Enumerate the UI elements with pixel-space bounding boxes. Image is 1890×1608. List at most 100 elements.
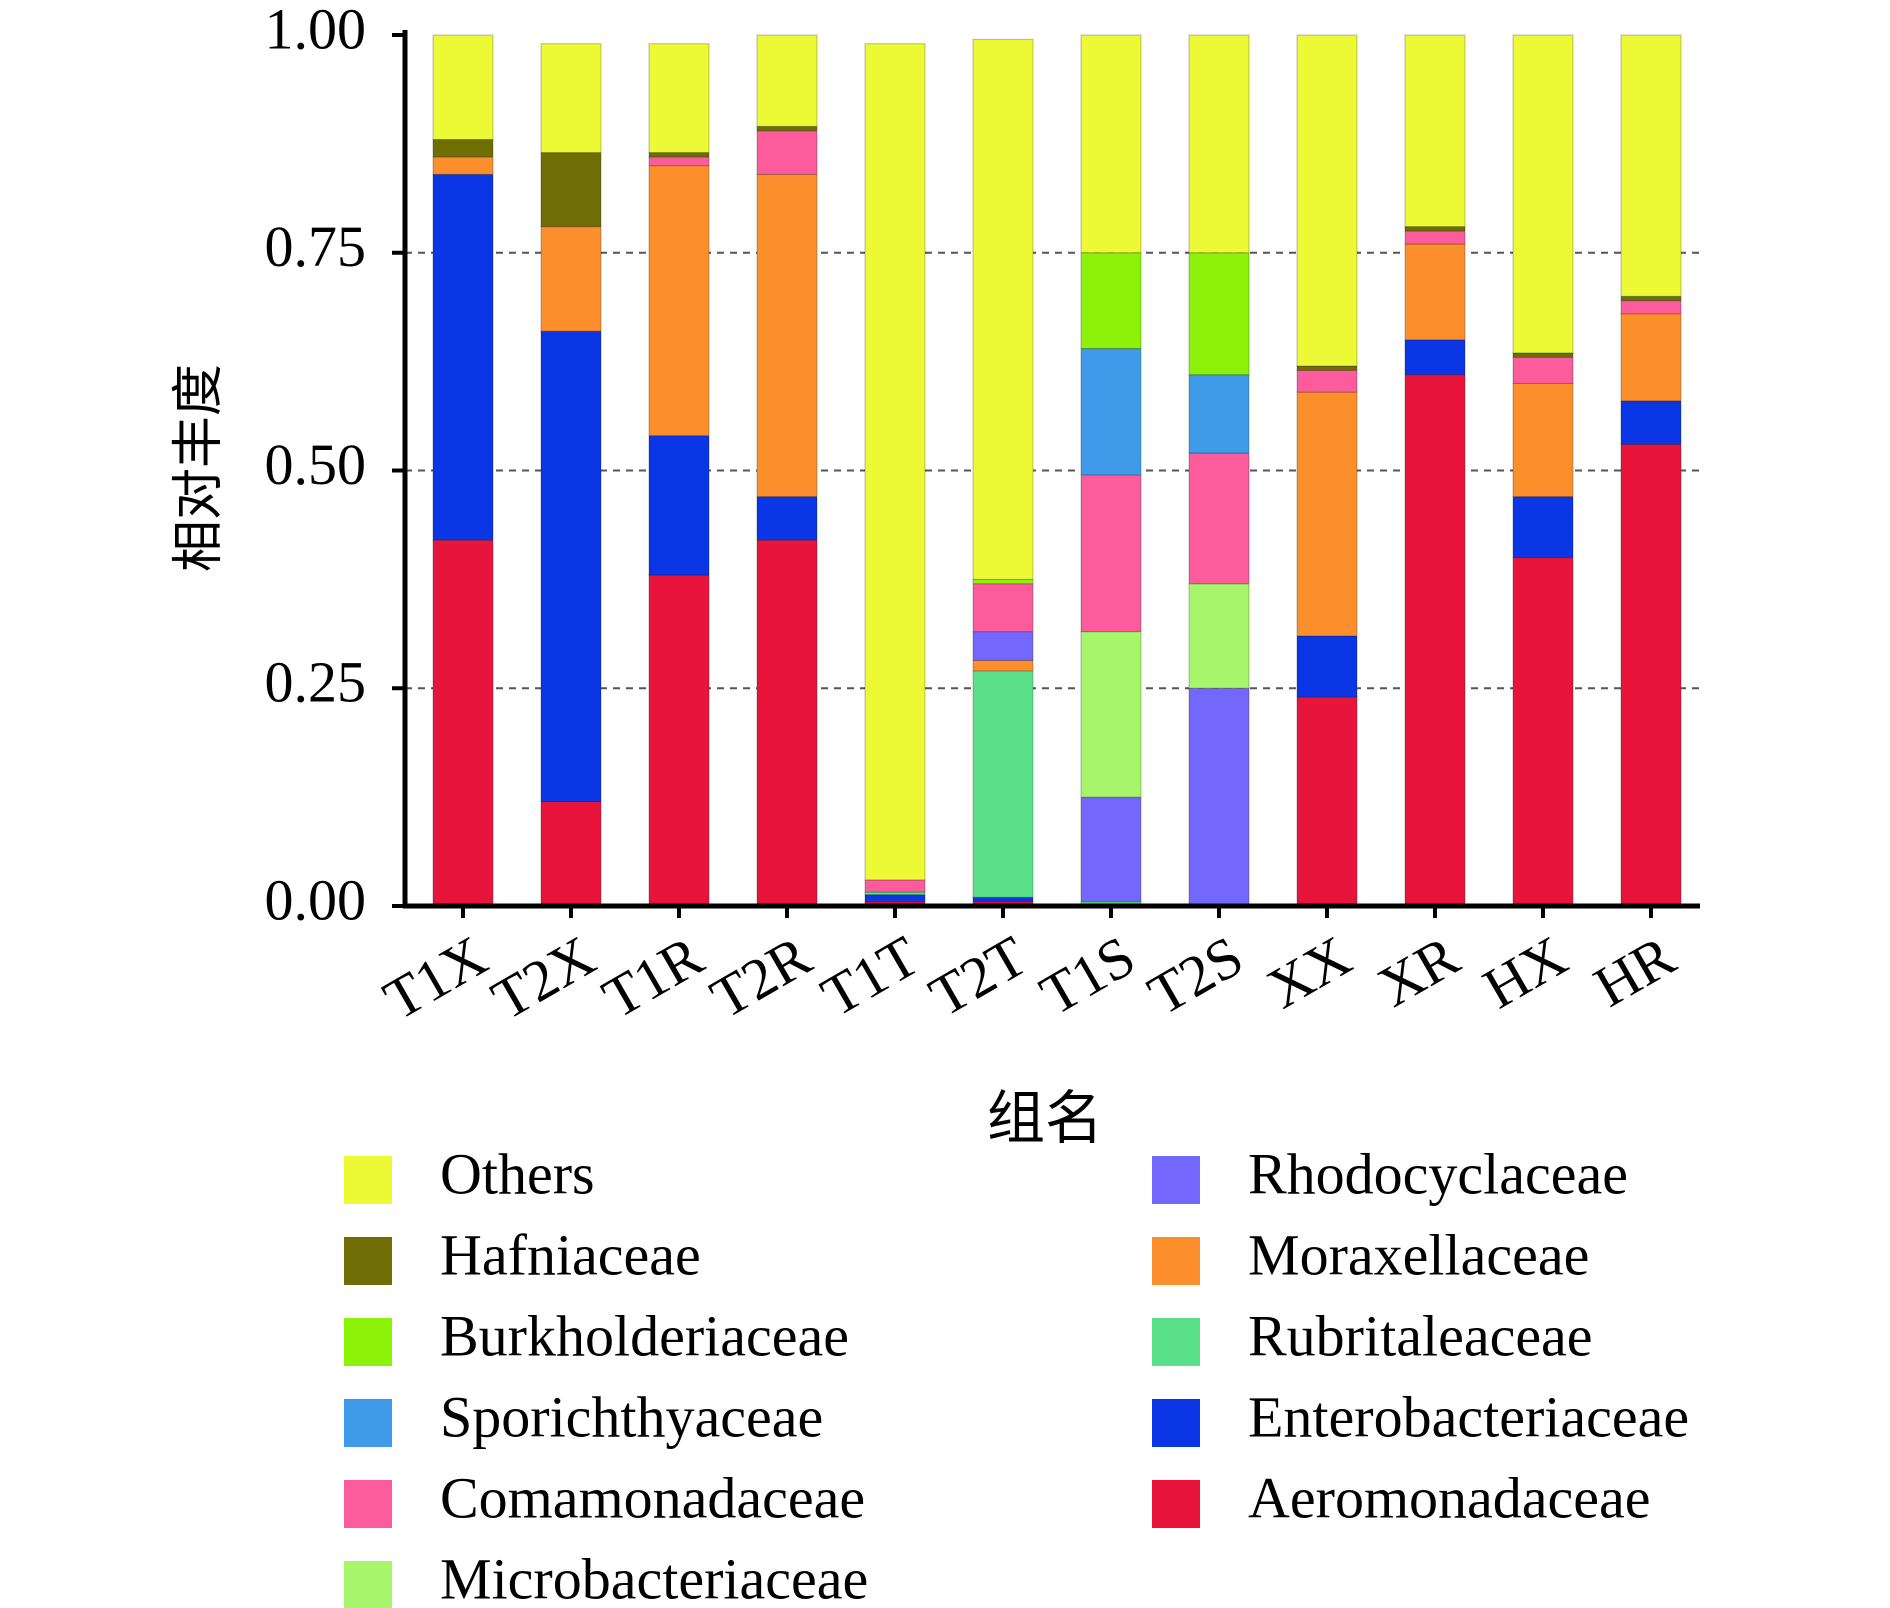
bar-segment [1188, 252, 1250, 376]
bar-segment [648, 43, 710, 154]
legend-swatch [1152, 1399, 1200, 1447]
legend-item: Comamonadaceae [344, 1465, 865, 1530]
bar-segment [648, 156, 710, 167]
bar-segment [1080, 474, 1142, 633]
bar-stack [1404, 34, 1466, 907]
bar-segment [1512, 352, 1574, 358]
legend-label: Enterobacteriaceae [1248, 1384, 1689, 1449]
legend-item: Hafniaceae [344, 1222, 701, 1287]
legend-swatch [1152, 1237, 1200, 1285]
legend-label: Moraxellaceae [1248, 1222, 1589, 1287]
bar-segment [1404, 34, 1466, 228]
x-tick-label: T2X [481, 923, 606, 1032]
legend-swatch [344, 1237, 392, 1285]
legend-label: Others [440, 1141, 595, 1206]
bar-stack [1296, 34, 1358, 907]
x-tick-label: T2T [919, 923, 1038, 1029]
bar-segment [1188, 452, 1250, 585]
bar-segment [540, 152, 602, 228]
legend-item: Microbacteriaceae [344, 1546, 868, 1608]
bar-segment [1620, 300, 1682, 315]
legend-swatch [344, 1156, 392, 1204]
legend-item: Moraxellaceae [1152, 1222, 1589, 1287]
legend: Others Hafniaceae Burkholderiaceae Sporicht… [344, 1141, 1689, 1608]
bar-segment [648, 435, 710, 576]
bar-segment [1188, 687, 1250, 907]
bar-segment [1404, 339, 1466, 376]
bar-segment [1296, 391, 1358, 637]
bar-segment [972, 583, 1034, 633]
bar-segment [1512, 382, 1574, 498]
legend-swatch [1152, 1318, 1200, 1366]
y-axis-label: 相对丰度 [169, 364, 229, 572]
x-tick-label: T1S [1029, 923, 1145, 1028]
bar-segment [540, 43, 602, 154]
legend-swatch [344, 1480, 392, 1528]
bar-segment [972, 578, 1034, 585]
x-axis-label: 组名 [987, 1084, 1103, 1152]
bar-segment [972, 670, 1034, 898]
legend-label: Microbacteriaceae [440, 1546, 868, 1608]
x-tick-label: T2S [1137, 923, 1253, 1028]
legend-swatch [344, 1561, 392, 1608]
y-ticks: 0.00 0.25 0.50 0.75 1.00 [265, 0, 405, 932]
bar-segment [1296, 34, 1358, 367]
bar-segment [1080, 34, 1142, 254]
bar-segment [864, 879, 926, 893]
axes [402, 30, 1700, 909]
bar-segment [972, 896, 1034, 903]
bar-segment [1296, 369, 1358, 393]
legend-item: Others [344, 1141, 595, 1206]
gridlines [405, 251, 1700, 690]
bar-segment [1296, 365, 1358, 371]
y-tick-label: 0.75 [265, 214, 367, 279]
x-tick-label: T1X [373, 923, 498, 1032]
x-tick-label: T1R [592, 923, 714, 1031]
bar-segment [1188, 34, 1250, 254]
bar-segment [1296, 696, 1358, 907]
bar-segment [756, 539, 818, 907]
bar-segment [432, 173, 494, 541]
bar-segment [1620, 295, 1682, 302]
bar-segment [1296, 635, 1358, 698]
legend-item: Aeromonadaceae [1152, 1465, 1651, 1530]
bar-stack [648, 43, 710, 907]
legend-swatch [344, 1399, 392, 1447]
legend-label: Hafniaceae [440, 1222, 701, 1287]
x-tick-label: HX [1472, 923, 1577, 1021]
bar-stack [756, 34, 818, 907]
y-tick-label: 0.25 [265, 650, 367, 715]
bar-stack [540, 43, 602, 907]
bar-segment [432, 539, 494, 907]
legend-swatch [1152, 1156, 1200, 1204]
legend-swatch [344, 1318, 392, 1366]
legend-label: Aeromonadaceae [1248, 1465, 1651, 1530]
bar-segment [648, 574, 710, 907]
bar-stack [1512, 34, 1574, 907]
bar-segment [756, 125, 818, 132]
bar-segment [864, 894, 926, 903]
bar-segment [1080, 796, 1142, 903]
bar-segment [1620, 313, 1682, 402]
legend-item: Rhodocyclaceae [1152, 1141, 1628, 1206]
bar-segment [972, 38, 1034, 580]
bar-stack [1620, 34, 1682, 907]
bar-segment [1404, 374, 1466, 907]
bar-segment [1512, 496, 1574, 559]
legend-item: Enterobacteriaceae [1152, 1384, 1689, 1449]
bars [432, 34, 1682, 907]
bar-segment [648, 165, 710, 437]
bar-stack [432, 34, 494, 907]
bar-segment [864, 43, 926, 881]
bar-segment [1080, 348, 1142, 476]
legend-item: Burkholderiaceae [344, 1303, 849, 1368]
x-tick-label: XX [1256, 923, 1361, 1021]
x-tick-label: XR [1367, 923, 1470, 1020]
bar-segment [432, 156, 494, 175]
bar-segment [1080, 252, 1142, 350]
bar-segment [756, 130, 818, 175]
bar-stack [1188, 34, 1250, 907]
bar-segment [1080, 631, 1142, 798]
legend-item: Rubritaleaceae [1152, 1303, 1593, 1368]
